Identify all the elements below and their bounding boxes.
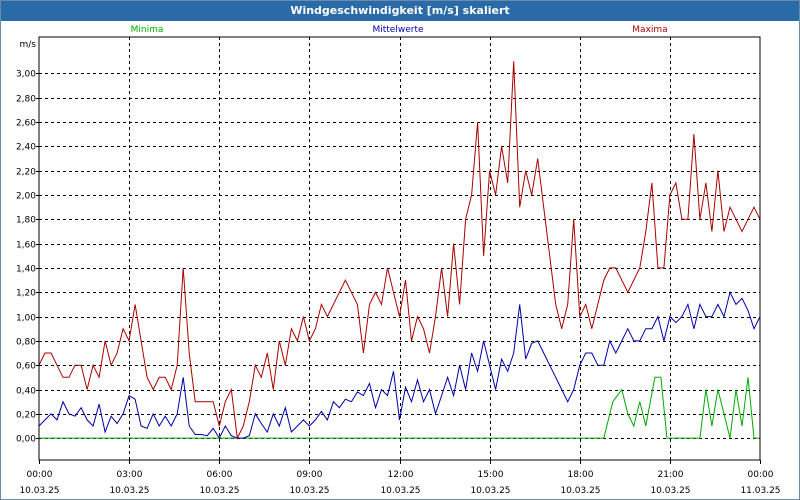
x-tick-label-time: 09:00 xyxy=(297,470,323,480)
y-tick-label: 1,80 xyxy=(16,216,36,226)
x-tick-label-time: 03:00 xyxy=(117,470,143,480)
x-tick-label-date: 10.03.25 xyxy=(650,486,690,496)
plot-area xyxy=(38,36,761,461)
legend-mittelwerte: Mittelwerte xyxy=(372,25,423,35)
y-tick-label: 0,20 xyxy=(16,411,36,421)
x-tick-label-date: 10.03.25 xyxy=(560,486,600,496)
y-tick-label: 0,00 xyxy=(16,435,36,445)
y-tick-label: 0,60 xyxy=(16,362,36,372)
x-tick-label-date: 10.03.25 xyxy=(380,486,420,496)
x-tick-label-date: 10.03.25 xyxy=(109,486,149,496)
x-tick-label-date: 10.03.25 xyxy=(470,486,510,496)
x-tick-label-date: 10.03.25 xyxy=(19,486,59,496)
y-tick-label: 2,40 xyxy=(16,143,36,153)
x-tick-label-time: 12:00 xyxy=(388,470,414,480)
x-tick-label-time: 21:00 xyxy=(658,470,684,480)
y-tick-label: 1,60 xyxy=(16,241,36,251)
y-tick-label: 0,80 xyxy=(16,338,36,348)
x-tick-label-time: 00:00 xyxy=(27,470,53,480)
plot-border xyxy=(38,36,761,461)
y-tick-label: 0,40 xyxy=(16,387,36,397)
y-tick-label: 1,40 xyxy=(16,265,36,275)
x-tick-label-time: 15:00 xyxy=(478,470,504,480)
y-tick-label: 2,00 xyxy=(16,192,36,202)
x-tick-label-date: 10.03.25 xyxy=(199,486,239,496)
x-tick-label-time: 00:00 xyxy=(748,470,774,480)
y-tick-label: 1,20 xyxy=(16,289,36,299)
x-tick-label-time: 06:00 xyxy=(207,470,233,480)
y-tick-label: 2,20 xyxy=(16,168,36,178)
series-line-mittelwerte xyxy=(38,290,761,440)
series-line-maxima xyxy=(38,61,761,440)
x-tick-label-date: 11.03.25 xyxy=(740,486,780,496)
y-tick-label: 2,60 xyxy=(16,119,36,129)
y-axis-unit-label: m/s xyxy=(20,40,37,50)
y-tick-label: 2,80 xyxy=(16,95,36,105)
x-tick-label-time: 18:00 xyxy=(568,470,594,480)
y-tick-label: 3,00 xyxy=(16,70,36,80)
y-tick-label: 1,00 xyxy=(16,314,36,324)
series-line-minima xyxy=(39,376,760,439)
legend-minima: Minima xyxy=(131,25,164,35)
legend-maxima: Maxima xyxy=(632,25,667,35)
window-title: Windgeschwindigkeit [m/s] skaliert xyxy=(1,1,799,21)
x-tick-label-date: 10.03.25 xyxy=(289,486,329,496)
